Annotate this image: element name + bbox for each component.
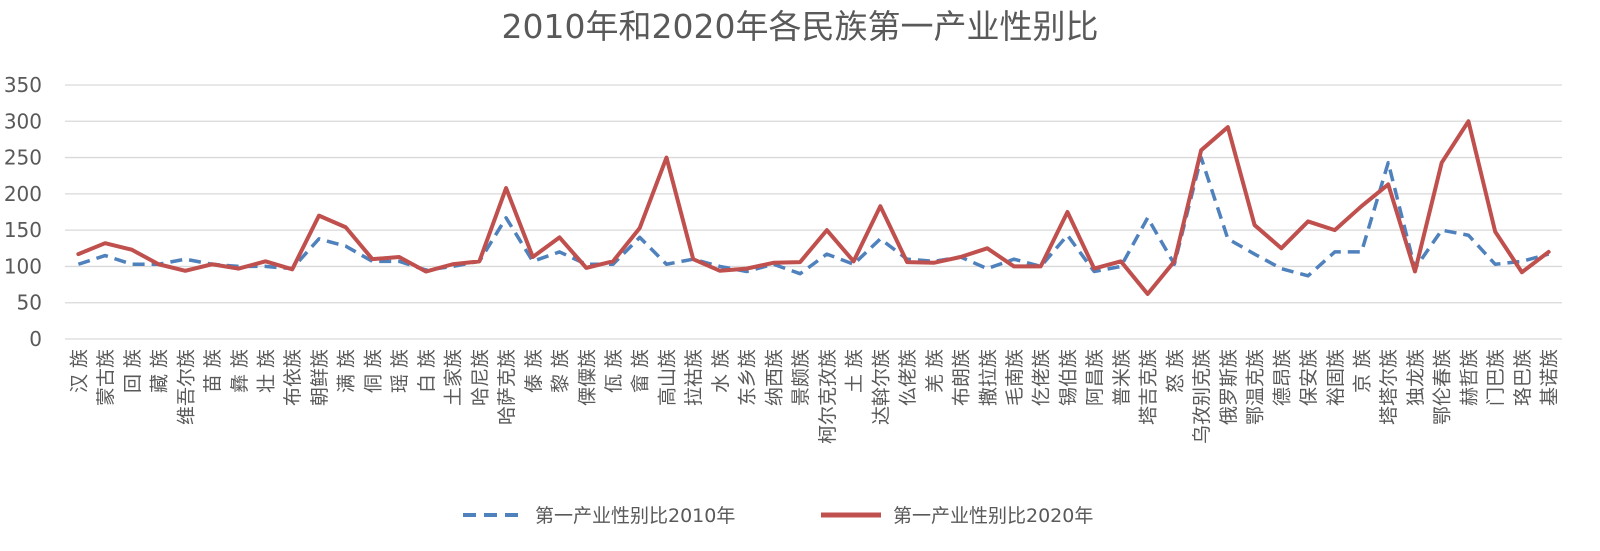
x-tick-label: 保安族 (1298, 349, 1320, 406)
x-tick-label: 畲 族 (630, 349, 652, 393)
plot-area (76, 119, 1551, 297)
x-tick-label: 白 族 (416, 349, 438, 393)
x-tick-label: 独龙族 (1405, 349, 1427, 406)
x-tick-label: 傣 族 (523, 349, 545, 393)
y-tick-label: 200 (4, 182, 42, 206)
x-tick-label: 哈萨克族 (496, 349, 518, 425)
x-tick-label: 布依族 (282, 349, 304, 406)
x-tick-label: 哈尼族 (469, 349, 491, 406)
x-tick-label: 蒙古族 (95, 349, 117, 406)
x-tick-label: 塔塔尔族 (1378, 349, 1400, 425)
x-tick-label: 门巴族 (1485, 349, 1507, 406)
x-tick-label: 阿昌族 (1084, 349, 1106, 406)
y-axis: 0 50 100 150 200 250 300 350 (4, 73, 42, 351)
x-tick-label: 鄂温克族 (1245, 349, 1267, 425)
x-tick-label: 侗 族 (362, 349, 384, 393)
x-tick-label: 基诺族 (1539, 349, 1561, 406)
x-tick-label: 塔吉克族 (1138, 349, 1160, 425)
x-tick-label: 俄罗斯族 (1218, 349, 1240, 425)
x-tick-label: 普米族 (1111, 349, 1133, 406)
x-tick-label: 纳西族 (763, 349, 785, 406)
x-tick-label: 瑶 族 (389, 349, 411, 393)
x-tick-label: 维吾尔族 (175, 349, 197, 425)
x-axis: 汉 族蒙古族回 族藏 族维吾尔族苗 族彝 族壮 族布依族 朝鲜族满 族侗 族瑶 族… (68, 349, 1560, 444)
x-tick-label: 土 族 (844, 349, 866, 393)
y-tick-label: 0 (29, 327, 42, 351)
x-tick-label: 裕固族 (1325, 349, 1347, 406)
x-tick-label: 京 族 (1352, 349, 1374, 393)
x-tick-label: 东乡族 (737, 349, 759, 406)
y-tick-label: 300 (4, 109, 42, 133)
x-tick-label: 黎 族 (550, 349, 572, 393)
x-tick-label: 满 族 (336, 349, 358, 393)
x-tick-label: 毛南族 (1004, 349, 1026, 406)
x-tick-label: 土家族 (443, 349, 465, 406)
series-line-2 (76, 119, 1551, 297)
x-tick-label: 柯尔克孜族 (817, 349, 839, 444)
y-tick-label: 100 (4, 254, 42, 278)
x-tick-label: 乌孜别克族 (1191, 349, 1213, 444)
x-tick-label: 赫哲族 (1458, 349, 1480, 406)
legend-label-1: 第一产业性别比2010年 (535, 505, 735, 527)
x-tick-label: 景颇族 (790, 349, 812, 406)
x-tick-label: 锡伯族 (1057, 349, 1079, 406)
x-tick-label: 壮 族 (255, 349, 277, 393)
legend: 第一产业性别比2010年 第一产业性别比2020年 (463, 505, 1093, 527)
x-tick-label: 朝鲜族 (309, 349, 331, 406)
x-tick-label: 回 族 (122, 349, 144, 393)
x-tick-label: 高山族 (656, 349, 678, 406)
x-tick-label: 布朗族 (951, 349, 973, 406)
x-tick-label: 彝 族 (229, 349, 251, 393)
x-tick-label: 汉 族 (68, 349, 90, 393)
x-tick-label: 仡佬族 (1031, 349, 1053, 406)
x-tick-label: 傈僳族 (576, 349, 598, 406)
x-tick-label: 撒拉族 (977, 349, 999, 406)
y-tick-label: 350 (4, 73, 42, 97)
x-tick-label: 苗 族 (202, 349, 224, 393)
y-tick-label: 150 (4, 218, 42, 242)
x-tick-label: 水 族 (710, 349, 732, 393)
x-tick-label: 达斡尔族 (870, 349, 892, 425)
x-tick-label: 德昂族 (1271, 349, 1293, 406)
gridlines (65, 84, 1562, 340)
y-tick-label: 250 (4, 146, 42, 170)
x-tick-label: 藏 族 (149, 349, 171, 393)
chart-title: 2010年和2020年各民族第一产业性别比 (502, 7, 1099, 46)
legend-label-2: 第一产业性别比2020年 (893, 505, 1093, 527)
x-tick-label: 羌 族 (924, 349, 946, 393)
x-tick-label: 鄂伦春族 (1432, 349, 1454, 425)
x-tick-label: 仫佬族 (897, 349, 919, 406)
x-tick-label: 怒 族 (1164, 349, 1186, 393)
x-tick-label: 佤 族 (603, 349, 625, 393)
y-tick-label: 50 (17, 291, 42, 315)
series-line-1 (77, 155, 1550, 278)
x-tick-label: 拉祜族 (683, 349, 705, 406)
x-tick-label: 珞巴族 (1512, 349, 1534, 406)
